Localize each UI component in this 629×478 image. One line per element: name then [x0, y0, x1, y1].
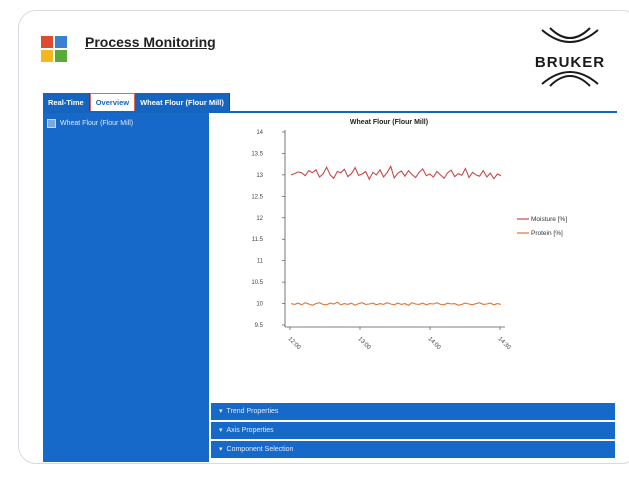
y-tick-label: 13 [256, 173, 263, 179]
sidebar-tree: Wheat Flour (Flour Mill) [43, 113, 209, 462]
chart-area: Wheat Flour (Flour Mill) 14 13.5 13 12.5 12 11… [209, 113, 617, 401]
legend-label-moisture: Moisture [%] [531, 216, 567, 223]
y-tick-label: 13.5 [251, 151, 263, 157]
y-tick-label: 12 [256, 216, 263, 222]
legend-label-protein: Protein [%] [531, 230, 563, 237]
tab-divider [43, 111, 617, 113]
app-logo-icon [41, 36, 67, 62]
tab-real-time[interactable]: Real-Time [43, 93, 90, 112]
x-tick-label: 13:00 [357, 336, 372, 351]
y-tick-label: 14 [256, 130, 263, 136]
tree-item-checkbox[interactable] [47, 119, 56, 128]
page-title: Process Monitoring [85, 34, 216, 50]
tab-wheat-flour[interactable]: Wheat Flour (Flour Mill) [135, 93, 230, 112]
y-tick-label: 10 [256, 302, 263, 308]
chart-title: Wheat Flour (Flour Mill) [350, 119, 428, 126]
chevron-down-icon: ▾ [219, 427, 223, 434]
series-line-moisture [290, 164, 502, 181]
panel-component-selection[interactable]: ▾ Component Selection [211, 441, 615, 458]
bruker-logo: BRUKER [520, 24, 620, 90]
panel-axis-properties[interactable]: ▾ Axis Properties [211, 422, 615, 439]
x-tick-label: 12:00 [287, 336, 302, 351]
sidebar-item-label: Wheat Flour (Flour Mill) [60, 120, 134, 127]
series-line-protein [290, 301, 502, 306]
x-tick-label: 14:30 [497, 336, 512, 351]
tab-bar: Real-Time Overview Wheat Flour (Flour Mi… [43, 93, 230, 112]
trend-chart: Wheat Flour (Flour Mill) 14 13.5 13 12.5 12 11… [251, 119, 567, 352]
brand-name: BRUKER [534, 54, 606, 71]
x-tick-label: 14:00 [427, 336, 442, 351]
panel-trend-properties[interactable]: ▾ Trend Properties [211, 403, 615, 420]
tab-overview[interactable]: Overview [89, 93, 136, 112]
y-tick-label: 10.5 [251, 280, 263, 286]
y-tick-label: 11.5 [252, 237, 264, 243]
chevron-down-icon: ▾ [219, 408, 223, 415]
sidebar-item-wheat-flour[interactable]: Wheat Flour (Flour Mill) [47, 119, 133, 128]
y-tick-label: 9.5 [255, 323, 264, 329]
y-tick-label: 12.5 [251, 194, 263, 200]
y-tick-label: 11 [257, 259, 264, 265]
chevron-down-icon: ▾ [219, 446, 223, 453]
